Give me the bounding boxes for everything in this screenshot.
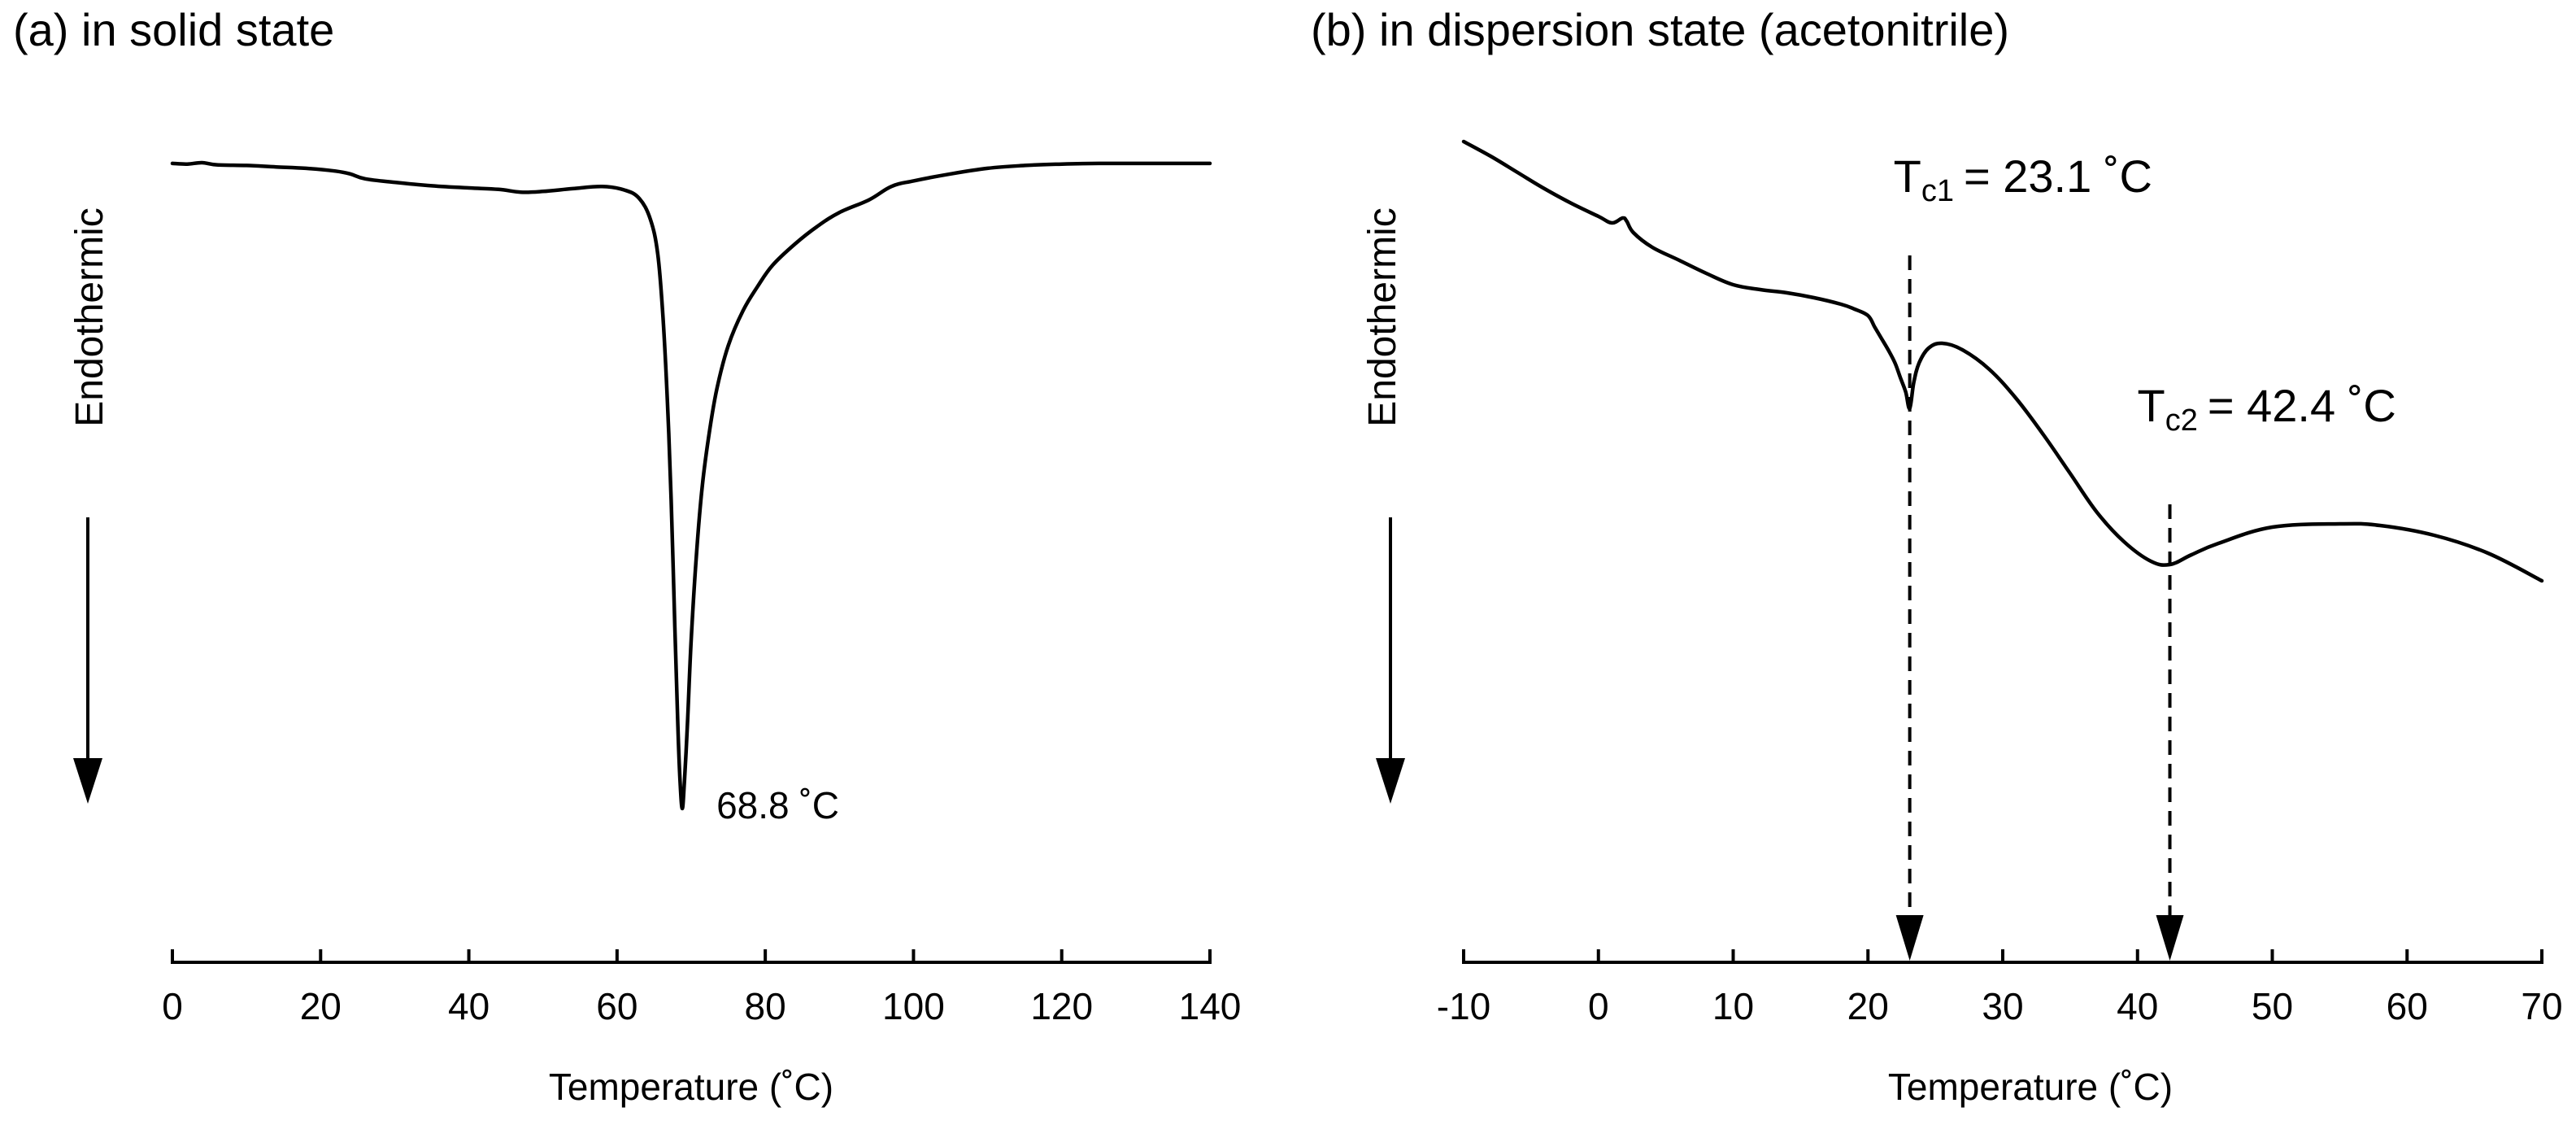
panel-a-title: (a) in solid state bbox=[13, 4, 334, 55]
panel-b-endothermic-arrow bbox=[1376, 517, 1405, 804]
panel-b-title: (b) in dispersion state (acetonitrile) bbox=[1311, 4, 2009, 55]
panel-a: (a) in solid state Endothermic 0 20 40 60 80… bbox=[13, 4, 1241, 1108]
x-tick-label: 140 bbox=[1179, 985, 1242, 1027]
panel-b: (b) in dispersion state (acetonitrile) E… bbox=[1311, 4, 2563, 1108]
tc2-marker: Tc2 = 42.4 ˚C bbox=[2138, 380, 2396, 961]
panel-b-xlabel: Temperature (˚C) bbox=[1888, 1066, 2173, 1108]
panel-b-x-ticks: -10 0 10 20 30 40 50 60 70 bbox=[1437, 949, 2563, 1027]
x-tick-label: 20 bbox=[1847, 985, 1889, 1027]
panel-a-x-ticks: 0 20 40 60 80 100 120 140 bbox=[162, 949, 1241, 1027]
panel-b-ylabel: Endothermic bbox=[1361, 207, 1404, 426]
panel-a-endothermic-arrow bbox=[73, 517, 102, 804]
panel-a-dsc-curve bbox=[170, 160, 1212, 811]
x-tick-label: 10 bbox=[1712, 985, 1754, 1027]
tc1-marker: Tc1 = 23.1 ˚C bbox=[1894, 150, 2152, 961]
tc1-arrowhead bbox=[1895, 915, 1924, 961]
tc2-label: Tc2 = 42.4 ˚C bbox=[2138, 380, 2396, 438]
x-tick-label: 60 bbox=[596, 985, 637, 1027]
x-tick-label: 120 bbox=[1030, 985, 1093, 1027]
x-tick-label: 30 bbox=[1982, 985, 2023, 1027]
x-tick-label: 40 bbox=[2117, 985, 2158, 1027]
panel-a-ylabel: Endothermic bbox=[68, 207, 111, 426]
x-tick-label: 60 bbox=[2387, 985, 2428, 1027]
x-tick-label: 0 bbox=[1588, 985, 1609, 1027]
panel-a-peak-label: 68.8 ˚C bbox=[716, 784, 839, 826]
x-tick-label: 40 bbox=[448, 985, 490, 1027]
x-tick-label: 50 bbox=[2252, 985, 2293, 1027]
panel-b-dsc-curve bbox=[1461, 139, 2544, 583]
x-tick-label: 20 bbox=[300, 985, 342, 1027]
tc1-label: Tc1 = 23.1 ˚C bbox=[1894, 150, 2152, 208]
x-tick-label: 70 bbox=[2521, 985, 2562, 1027]
x-tick-label: 0 bbox=[162, 985, 183, 1027]
tc2-arrowhead bbox=[2156, 915, 2184, 961]
x-tick-label: 80 bbox=[745, 985, 786, 1027]
x-tick-label: -10 bbox=[1437, 985, 1490, 1027]
panel-a-xlabel: Temperature (˚C) bbox=[549, 1066, 833, 1108]
x-tick-label: 100 bbox=[882, 985, 945, 1027]
